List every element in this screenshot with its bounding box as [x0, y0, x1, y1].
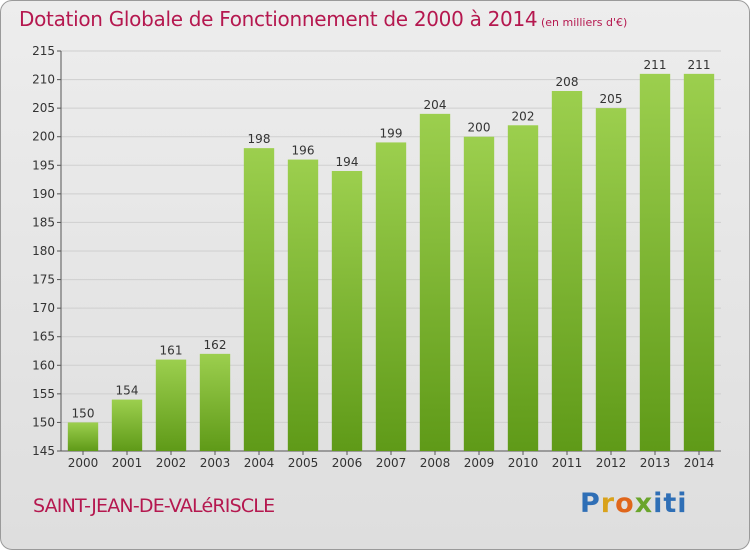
- data-label-2014: 211: [688, 58, 711, 72]
- y-tick-label: 175: [32, 273, 55, 287]
- data-label-2004: 198: [248, 132, 271, 146]
- proxiti-logo: Proxiti: [580, 488, 688, 519]
- data-label-2007: 199: [380, 126, 403, 140]
- x-tick-label-2011: 2011: [552, 456, 583, 470]
- y-tick-label: 160: [32, 358, 55, 372]
- unit-note: (en milliers d'€): [541, 16, 628, 29]
- data-label-2001: 154: [116, 384, 139, 398]
- bar-2003: [199, 353, 231, 451]
- x-tick-label-2003: 2003: [200, 456, 231, 470]
- y-tick-label: 215: [32, 44, 55, 58]
- bar-2001: [111, 399, 143, 451]
- bar-2002: [155, 359, 187, 451]
- bar-2007: [375, 142, 407, 451]
- data-label-2000: 150: [72, 406, 95, 420]
- bar-2004: [243, 148, 275, 451]
- y-tick-label: 195: [32, 158, 55, 172]
- x-tick-label-2000: 2000: [68, 456, 99, 470]
- x-tick-label-2008: 2008: [420, 456, 451, 470]
- data-label-2012: 205: [600, 92, 623, 106]
- bar-2000: [67, 422, 99, 451]
- data-label-2002: 161: [160, 344, 183, 358]
- chart-title: Dotation Globale de Fonctionnement de 20…: [19, 7, 538, 31]
- y-tick-label: 155: [32, 387, 55, 401]
- x-tick-label-2002: 2002: [156, 456, 187, 470]
- x-tick-label-2009: 2009: [464, 456, 495, 470]
- bar-2014: [683, 73, 715, 451]
- y-tick-label: 190: [32, 187, 55, 201]
- data-label-2010: 202: [512, 109, 535, 123]
- y-tick-label: 210: [32, 73, 55, 87]
- y-tick-label: 200: [32, 130, 55, 144]
- data-label-2011: 208: [556, 75, 579, 89]
- x-tick-label-2006: 2006: [332, 456, 363, 470]
- x-tick-label-2007: 2007: [376, 456, 407, 470]
- x-tick-label-2001: 2001: [112, 456, 143, 470]
- y-tick-label: 150: [32, 415, 55, 429]
- bar-2010: [507, 125, 539, 452]
- data-label-2008: 204: [424, 98, 447, 112]
- data-label-2013: 211: [644, 58, 667, 72]
- bar-2012: [595, 108, 627, 452]
- bar-2005: [287, 159, 319, 452]
- data-label-2009: 200: [468, 121, 491, 135]
- bar-2008: [419, 113, 451, 451]
- y-tick-label: 185: [32, 215, 55, 229]
- data-label-2003: 162: [204, 338, 227, 352]
- x-tick-label-2013: 2013: [640, 456, 671, 470]
- data-label-2005: 196: [292, 144, 315, 158]
- commune-name: SAINT-JEAN-DE-VALéRISCLE: [33, 495, 275, 517]
- bar-2013: [639, 73, 671, 451]
- x-tick-label-2010: 2010: [508, 456, 539, 470]
- y-tick-label: 170: [32, 301, 55, 315]
- y-tick-label: 165: [32, 330, 55, 344]
- x-tick-label-2014: 2014: [684, 456, 715, 470]
- y-tick-label: 145: [32, 444, 55, 458]
- bar-2011: [551, 91, 583, 451]
- y-tick-label: 205: [32, 101, 55, 115]
- bar-2006: [331, 171, 363, 451]
- x-tick-label-2004: 2004: [244, 456, 275, 470]
- bar-2009: [463, 136, 495, 451]
- x-tick-label-2012: 2012: [596, 456, 627, 470]
- data-label-2006: 194: [336, 155, 359, 169]
- x-tick-label-2005: 2005: [288, 456, 319, 470]
- y-tick-label: 180: [32, 244, 55, 258]
